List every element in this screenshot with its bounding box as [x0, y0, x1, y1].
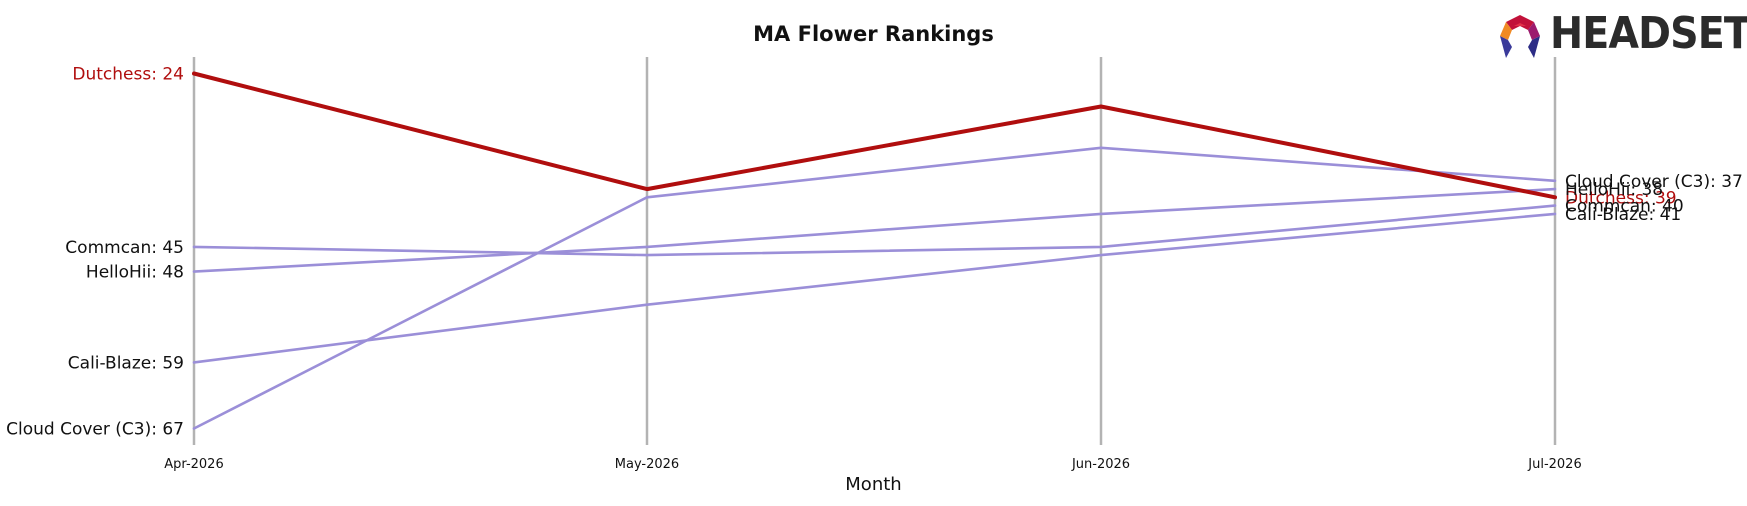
- series-line-hellohii: [192, 187, 1557, 273]
- headset-hexagon-logo-icon: [1500, 15, 1540, 58]
- start-label-dutchess: Dutchess: 24: [72, 65, 184, 85]
- end-label-cali-blaze: Cali-Blaze: 41: [1565, 205, 1681, 225]
- end-label-cloud-cover-c3-: Cloud Cover (C3): 37: [1565, 172, 1743, 192]
- end-label-hellohii: HelloHii: 38: [1565, 180, 1663, 200]
- x-tick-label-0: Apr-2026: [164, 457, 223, 472]
- x-tick-label-1: May-2026: [615, 457, 679, 472]
- start-label-commcan: Commcan: 45: [65, 238, 184, 258]
- series-line-cali-blaze: [192, 212, 1557, 364]
- series-line-commcan: [192, 204, 1557, 257]
- x-tick-label-3: Jul-2026: [1527, 457, 1581, 472]
- headset-logo: HEADSET: [1494, 8, 1747, 64]
- end-label-commcan: Commcan: 40: [1565, 197, 1684, 217]
- start-label-cloud-cover-c3-: Cloud Cover (C3): 67: [6, 419, 184, 439]
- chart-title: MA Flower Rankings: [753, 22, 994, 46]
- end-label-dutchess: Dutchess: 39: [1565, 188, 1677, 208]
- start-label-hellohii: HelloHii: 48: [86, 263, 184, 283]
- x-axis-label: Month: [845, 474, 902, 495]
- headset-logo-text: HEADSET: [1550, 8, 1747, 59]
- series-line-cloud-cover-c3-: [192, 146, 1557, 430]
- x-tick-label-2: Jun-2026: [1071, 457, 1130, 472]
- start-label-cali-blaze: Cali-Blaze: 59: [68, 353, 184, 373]
- series-line-dutchess: [192, 71, 1557, 200]
